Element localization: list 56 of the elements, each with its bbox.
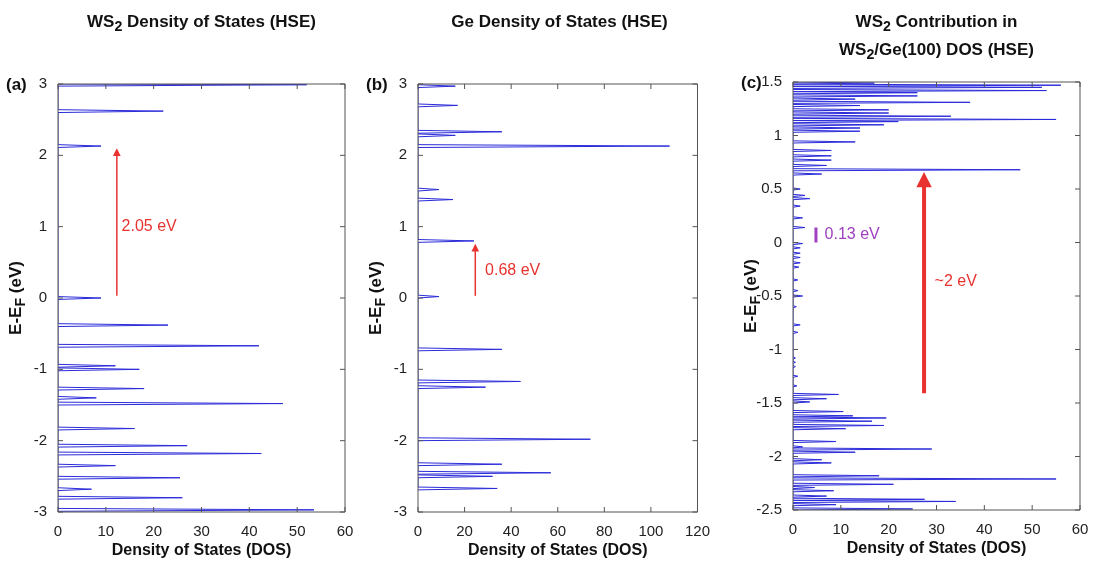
- y-tick-label: 2: [398, 145, 407, 163]
- chart-title: WS$_{2}$ Density of States (HSE): [86, 11, 317, 37]
- x-tick-label: 20: [456, 522, 473, 540]
- x-tick-label: 10: [832, 520, 850, 538]
- x-tick-label: 60: [336, 522, 354, 540]
- y-tick-label: 1: [398, 216, 407, 234]
- x-axis-title: Density of States (DOS): [111, 540, 292, 558]
- x-tick-label: 40: [502, 522, 520, 540]
- x-tick-label: 40: [240, 522, 258, 540]
- text: (c): [741, 73, 762, 93]
- y-tick-label: 0: [398, 288, 407, 306]
- x-tick-label: 30: [193, 522, 210, 540]
- x-tick-label: 40: [975, 520, 993, 538]
- annotation: 0.68 eV: [485, 261, 541, 279]
- y-tick-label: -1: [768, 339, 782, 357]
- annotation: 2.05 eV: [121, 217, 178, 235]
- x-tick-label: 0: [53, 522, 63, 540]
- text: (a): [6, 75, 27, 95]
- y-tick-label: -2.5: [756, 500, 782, 518]
- x-tick-label: 20: [145, 522, 163, 540]
- x-tick-label: 50: [288, 522, 306, 540]
- x-tick-label: 60: [549, 522, 567, 540]
- annotation: ~2 eV: [934, 272, 978, 290]
- x-tick-label: 60: [1071, 520, 1089, 538]
- y-tick-label: -1: [33, 359, 47, 377]
- y-tick-label: 1: [38, 216, 47, 234]
- text: (b): [366, 75, 388, 95]
- x-tick-label: 0: [413, 522, 423, 540]
- y-tick-label: -2: [33, 430, 47, 448]
- x-tick-label: 20: [880, 520, 898, 538]
- y-tick-label: -2: [768, 446, 782, 464]
- annotation: 0.13 eV: [824, 225, 881, 243]
- y-tick-label: 3: [38, 74, 47, 92]
- x-axis-title: Density of States (DOS): [846, 538, 1027, 556]
- y-tick-label: -3: [393, 502, 407, 520]
- x-axis-title: Density of States (DOS): [467, 540, 648, 558]
- y-tick-label: 0: [773, 232, 782, 250]
- y-tick-label: -1: [393, 359, 407, 377]
- y-tick-label: 0: [38, 288, 47, 306]
- x-tick-label: 120: [684, 522, 710, 540]
- y-tick-label: -3: [33, 502, 47, 520]
- y-tick-label: 1: [773, 125, 782, 143]
- y-tick-label: -2: [393, 430, 407, 448]
- x-tick-label: 50: [1023, 520, 1041, 538]
- x-tick-label: 0: [788, 520, 798, 538]
- x-tick-label: 10: [97, 522, 115, 540]
- y-tick-label: -1.5: [756, 393, 782, 411]
- y-tick-label: 0.5: [761, 179, 782, 197]
- y-tick-label: 1.5: [761, 72, 782, 90]
- x-tick-label: 30: [928, 520, 945, 538]
- chart-title: WS$_{2}$ Contribution in WS$_{2}$/Ge(100) DOS (HSE): [839, 12, 1034, 63]
- y-tick-label: 2: [38, 145, 47, 163]
- y-tick-label: 3: [398, 74, 407, 92]
- chart-title: Ge Density of States (HSE): [450, 11, 669, 33]
- x-tick-label: 80: [595, 522, 613, 540]
- x-tick-label: 100: [638, 522, 664, 540]
